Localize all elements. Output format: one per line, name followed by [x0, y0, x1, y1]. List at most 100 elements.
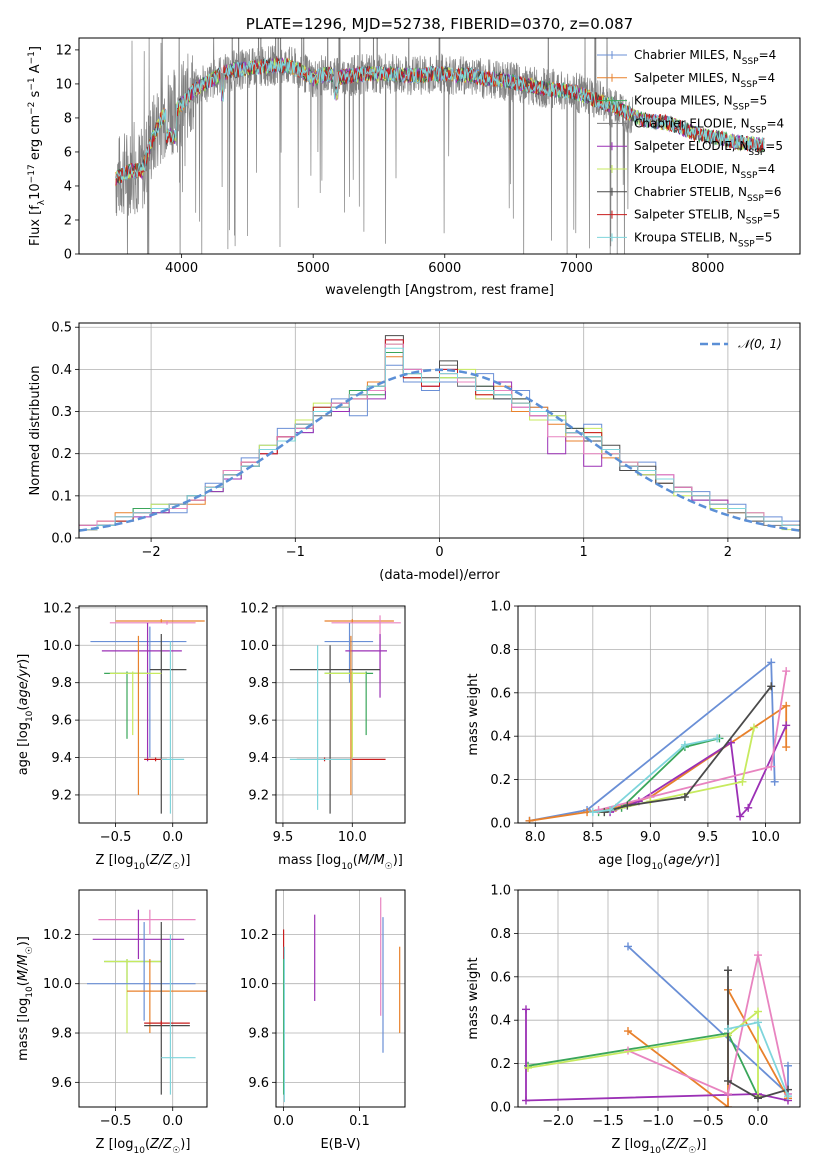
y-tick-label: 9.6 [51, 714, 72, 729]
x-tick-label: 8.5 [582, 830, 603, 845]
x-tick-label: 0.0 [273, 1114, 294, 1129]
errorbar-chart-massEBV: 0.0 0.1 9.6 9.8 10.0 10.2 E(B-V) [240, 889, 406, 1152]
errorbar-data [282, 897, 401, 1103]
y-tick-label: 0.6 [490, 970, 511, 985]
y-tick-label: 0.4 [490, 1014, 511, 1029]
legend-label: Salpeter STELIB, NSSP=5 [634, 208, 780, 227]
x-tick-label: −0.5 [692, 1114, 724, 1129]
legend-label: Chabrier ELODIE, NSSP=4 [634, 116, 784, 135]
x-tick-label: 10.0 [751, 830, 780, 845]
y-tick-label: 4 [64, 179, 72, 194]
mass-weight-line-8 [592, 737, 718, 813]
legend-label: Kroupa ELODIE, NSSP=4 [634, 162, 775, 181]
y-tick-label: 0.0 [490, 1101, 511, 1116]
legend-label: Kroupa MILES, NSSP=5 [634, 94, 767, 113]
mass-weight-line-2 [529, 704, 788, 822]
x-axis-label: E(B-V) [320, 1137, 360, 1152]
x-tick-label: 0.0 [748, 1114, 769, 1129]
x-axis-label: (data-model)/error [379, 568, 500, 583]
x-tick-label: 8000 [691, 261, 724, 276]
errorbar-chart-ageZ: −0.5 0.0 9.2 9.4 9.6 9.8 10.0 10.2 Z [log10(Z/Z☉… [16, 601, 208, 872]
x-axis-label: age [log10(age/yr)] [598, 853, 720, 872]
x-tick-label: 4000 [165, 261, 198, 276]
y-tick-label: 9.6 [51, 1076, 72, 1091]
errorbar-data [289, 615, 401, 814]
errorbar-chart-ageMass: 9.5 10.0 9.2 9.4 9.6 9.8 10.0 10.2 mass [log10(M… [240, 601, 406, 872]
x-tick-label: −1 [286, 545, 305, 560]
x-tick-label: −1.5 [592, 1114, 624, 1129]
errorbar-chart-massZ: −0.5 0.0 9.6 9.8 10.0 10.2 Z [log10(Z/Z☉)] mass… [16, 889, 208, 1156]
x-axis-label: Z [log10(Z/Z☉)] [96, 1137, 191, 1156]
x-tick-label: 0.0 [162, 830, 183, 845]
y-tick-label: 1.0 [490, 600, 511, 615]
y-tick-label: 9.6 [248, 1076, 269, 1091]
x-tick-label: −1.0 [642, 1114, 674, 1129]
y-tick-label: 10 [55, 77, 72, 92]
x-tick-label: 7000 [560, 261, 593, 276]
y-axis-label: mass weight [466, 957, 481, 1039]
x-tick-label: 9.5 [273, 830, 294, 845]
legend-label: Chabrier STELIB, NSSP=6 [634, 185, 782, 204]
y-tick-label: 0.3 [51, 405, 72, 420]
y-tick-label: 9.2 [51, 788, 72, 803]
y-tick-label: 9.6 [248, 714, 269, 729]
gaussian-curve [79, 368, 800, 532]
x-axis-label: Z [log10(Z/Z☉)] [96, 853, 191, 872]
y-tick-label: 10.0 [240, 639, 269, 654]
y-tick-label: 9.2 [248, 788, 269, 803]
x-tick-label: 9.0 [640, 830, 661, 845]
x-tick-label: 0.0 [162, 1114, 183, 1129]
legend-label: Chabrier MILES, NSSP=4 [634, 48, 776, 67]
y-tick-label: 0.8 [490, 643, 511, 658]
histogram-series-10 [79, 347, 800, 538]
y-tick-label: 9.8 [51, 1027, 72, 1042]
mass-weight-data [522, 942, 792, 1107]
y-axis-label: Normed distribution [28, 366, 43, 496]
mass-weight-data [525, 658, 791, 823]
x-tick-label: −2.0 [542, 1114, 574, 1129]
mass-weight-chart-mwAge: 8.0 8.5 9.0 9.5 10.0 0.0 0.2 0.4 0.6 0.8 1.0 age [l… [466, 600, 801, 872]
y-tick-label: 10.2 [43, 601, 72, 616]
x-axis-label: mass [log10(M/M☉)] [278, 853, 403, 872]
y-tick-label: 0.1 [51, 489, 72, 504]
x-axis-label: Z [log10(Z/Z☉)] [612, 1137, 707, 1156]
y-tick-label: 9.8 [51, 676, 72, 691]
y-tick-label: 10.0 [43, 977, 72, 992]
y-tick-label: 2 [64, 213, 72, 228]
axes-frame [78, 37, 801, 255]
mass-weight-line-4 [525, 1009, 789, 1102]
histogram-data [79, 335, 800, 538]
axes-frame [275, 605, 406, 824]
x-tick-label: 9.5 [698, 830, 719, 845]
y-tick-label: 9.8 [248, 1027, 269, 1042]
axes-frame [78, 322, 801, 539]
legend-label: Salpeter MILES, NSSP=4 [634, 71, 775, 90]
legend-label: Kroupa STELIB, NSSP=5 [634, 230, 772, 249]
axes-frame [78, 605, 208, 824]
y-tick-label: 8 [64, 111, 72, 126]
y-tick-label: 10.2 [43, 928, 72, 943]
y-tick-label: 0.4 [51, 363, 72, 378]
mass-weight-line-6 [527, 1009, 759, 1097]
x-tick-label: −0.5 [100, 1114, 132, 1129]
y-tick-label: 0.0 [51, 532, 72, 547]
x-tick-label: 2 [724, 545, 732, 560]
y-axis-label: mass [log10(M/M☉)] [16, 936, 35, 1061]
x-tick-label: −2 [142, 545, 161, 560]
model-line-8 [115, 56, 765, 186]
y-tick-label: 6 [64, 145, 72, 160]
y-tick-label: 0.6 [490, 686, 511, 701]
axes-frame [275, 889, 406, 1108]
x-tick-label: 0 [435, 545, 443, 560]
y-tick-label: 10.0 [43, 639, 72, 654]
y-tick-label: 0 [64, 248, 72, 263]
y-tick-label: 9.4 [248, 751, 269, 766]
x-tick-label: 8.0 [525, 830, 546, 845]
axes-frame [78, 889, 208, 1108]
y-tick-label: 10.0 [240, 977, 269, 992]
x-tick-label: 0.1 [349, 1114, 370, 1129]
y-tick-label: 9.8 [248, 676, 269, 691]
y-tick-label: 0.2 [490, 773, 511, 788]
y-tick-label: 12 [55, 43, 72, 58]
